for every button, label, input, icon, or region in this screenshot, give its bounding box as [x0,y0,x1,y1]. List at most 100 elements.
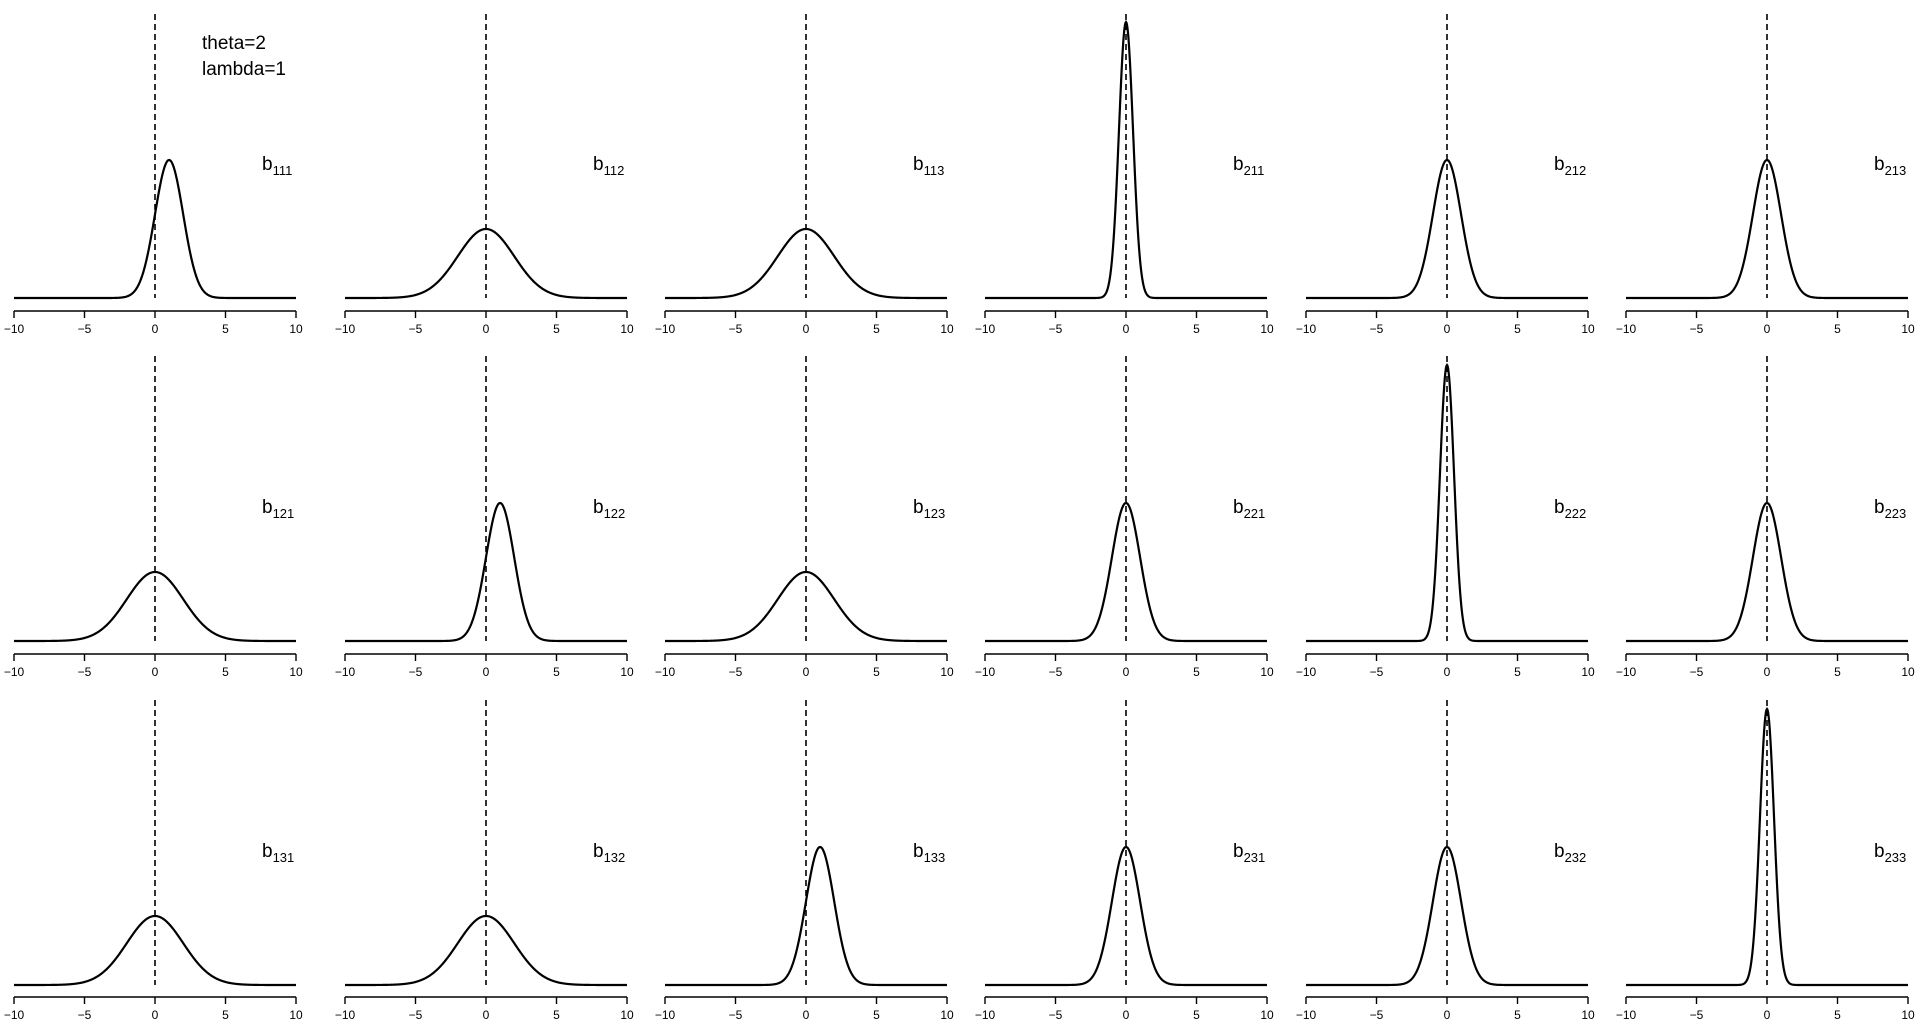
panel-133: −10 −5 0 5 10 b133 [655,700,954,1022]
panel-label-221: b221 [1233,497,1265,521]
panel-132: −10 −5 0 5 10 b132 [335,700,634,1022]
x-tick-label: −10 [975,665,996,679]
panel-label-123: b123 [913,497,945,521]
x-tick-label: 5 [222,1008,229,1022]
x-tick-label: 0 [1123,322,1130,336]
x-tick-label: −10 [1296,665,1317,679]
x-tick-label: 5 [553,322,560,336]
x-tick-label: 10 [620,1008,634,1022]
x-tick-label: −5 [1690,1008,1704,1022]
panel-123: −10 −5 0 5 10 b123 [655,356,954,679]
x-tick-label: 5 [1193,322,1200,336]
x-tick-label: 0 [483,1008,490,1022]
x-tick-label: −5 [409,1008,423,1022]
panel-label-212: b212 [1554,154,1586,178]
panel-233: −10 −5 0 5 10 b233 [1616,700,1915,1022]
x-tick-label: 0 [1764,322,1771,336]
density-curve-223 [1626,501,1908,643]
x-tick-label: −10 [655,665,676,679]
x-tick-label: 10 [1260,665,1274,679]
x-tick-label: −10 [335,1008,356,1022]
panel-label-112: b112 [593,154,624,178]
x-tick-label: 5 [873,1008,880,1022]
x-tick-label: 10 [1260,322,1274,336]
panel-label-222: b222 [1554,497,1586,521]
x-tick-label: −5 [1370,665,1384,679]
x-tick-label: −5 [729,1008,743,1022]
annotation-theta: theta=2 [202,33,266,54]
x-tick-label: 0 [152,322,159,336]
x-tick-label: 10 [940,665,954,679]
x-tick-label: 5 [1834,665,1841,679]
panel-231: −10 −5 0 5 10 b231 [975,700,1274,1022]
x-tick-label: 5 [553,1008,560,1022]
panel-label-111: b111 [262,154,292,178]
x-tick-label: 10 [1260,1008,1274,1022]
panel-label-211: b211 [1233,154,1264,178]
panel-223: −10 −5 0 5 10 b223 [1616,356,1915,679]
density-curve-222 [1306,362,1588,643]
x-tick-label: −5 [78,322,92,336]
x-tick-label: 0 [803,665,810,679]
x-tick-label: 0 [1444,322,1451,336]
x-tick-label: −5 [78,665,92,679]
x-tick-label: −10 [1616,665,1637,679]
panel-213: −10 −5 0 5 10 b213 [1616,14,1915,336]
density-curve-221 [985,501,1267,643]
x-tick-label: −10 [655,322,676,336]
density-curve-232 [1306,845,1588,987]
x-tick-label: 5 [1514,1008,1521,1022]
x-tick-label: 10 [289,1008,303,1022]
x-tick-label: −10 [975,322,996,336]
panel-label-113: b113 [913,154,944,178]
panel-label-223: b223 [1874,497,1906,521]
x-tick-label: 5 [873,665,880,679]
panel-label-213: b213 [1874,154,1906,178]
x-tick-label: −10 [1296,1008,1317,1022]
x-tick-label: 10 [1581,665,1595,679]
x-tick-label: −10 [1616,322,1637,336]
x-tick-label: 10 [1901,1008,1915,1022]
x-tick-label: 5 [1834,1008,1841,1022]
x-tick-label: −5 [729,665,743,679]
x-tick-label: 0 [1764,665,1771,679]
x-tick-label: 5 [873,322,880,336]
x-tick-label: −5 [409,322,423,336]
panel-211: −10 −5 0 5 10 b211 [975,14,1274,336]
density-curve-231 [985,845,1267,987]
panel-212: −10 −5 0 5 10 b212 [1296,14,1595,336]
x-tick-label: −10 [335,665,356,679]
x-tick-label: 10 [940,322,954,336]
panel-label-231: b231 [1233,841,1265,865]
x-tick-label: 0 [1444,665,1451,679]
x-tick-label: −5 [78,1008,92,1022]
x-tick-label: −10 [655,1008,676,1022]
x-tick-label: 10 [1581,322,1595,336]
x-tick-label: 0 [1444,1008,1451,1022]
x-tick-label: −10 [4,322,25,336]
panel-232: −10 −5 0 5 10 b232 [1296,700,1595,1022]
x-tick-label: 0 [483,665,490,679]
x-tick-label: −10 [4,1008,25,1022]
x-tick-label: 10 [620,665,634,679]
x-tick-label: −5 [729,322,743,336]
x-tick-label: 0 [1764,1008,1771,1022]
panel-121: −10 −5 0 5 10 b121 [4,356,303,679]
x-tick-label: −5 [1690,665,1704,679]
panel-222: −10 −5 0 5 10 b222 [1296,356,1595,679]
x-tick-label: −5 [1049,1008,1063,1022]
panel-113: −10 −5 0 5 10 b113 [655,14,954,336]
x-tick-label: 10 [1901,665,1915,679]
x-tick-label: −5 [409,665,423,679]
x-tick-label: 10 [1901,322,1915,336]
x-tick-label: 10 [620,322,634,336]
x-tick-label: −5 [1690,322,1704,336]
x-tick-label: 10 [289,665,303,679]
x-tick-label: 0 [483,322,490,336]
x-tick-label: 10 [1581,1008,1595,1022]
annotation-lambda: lambda=1 [202,59,286,80]
x-tick-label: 0 [152,1008,159,1022]
panel-122: −10 −5 0 5 10 b122 [335,356,634,679]
panel-label-133: b133 [913,841,945,865]
